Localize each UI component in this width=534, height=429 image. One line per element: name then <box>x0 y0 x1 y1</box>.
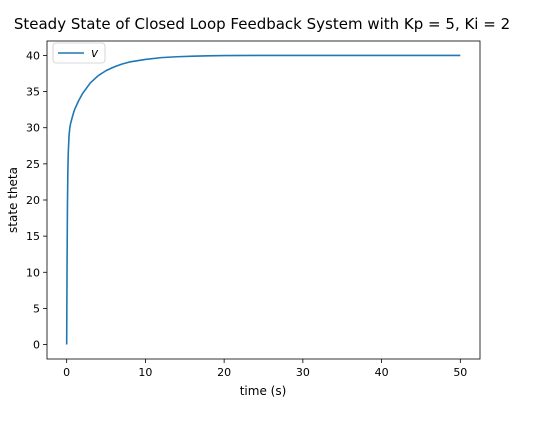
y-tick-label-35: 35 <box>26 86 40 99</box>
x-tick-label-30: 30 <box>296 366 310 379</box>
x-tick-label-20: 20 <box>217 366 231 379</box>
legend: v <box>52 42 106 64</box>
x-tick-label-40: 40 <box>375 366 389 379</box>
x-tick-label-0: 0 <box>63 366 70 379</box>
legend-label-v: v <box>91 46 99 60</box>
y-tick-label-30: 30 <box>26 122 40 135</box>
x-tick-label-50: 50 <box>453 366 467 379</box>
y-axis-label: state theta <box>6 167 20 233</box>
x-axis-label: time (s) <box>240 384 287 398</box>
y-axis-ticks: 0 5 10 15 20 25 30 35 40 <box>26 49 47 352</box>
x-tick-label-10: 10 <box>138 366 152 379</box>
y-tick-label-15: 15 <box>26 230 40 243</box>
series-line-v <box>65 54 461 345</box>
y-tick-label-40: 40 <box>26 49 40 62</box>
y-tick-label-0: 0 <box>33 339 40 352</box>
y-tick-label-10: 10 <box>26 266 40 279</box>
y-tick-label-20: 20 <box>26 194 40 207</box>
x-axis-ticks: 0 10 20 30 40 50 <box>63 359 467 379</box>
y-tick-label-25: 25 <box>26 158 40 171</box>
series-layer <box>65 54 461 345</box>
y-tick-label-5: 5 <box>33 302 40 315</box>
chart-title: Steady State of Closed Loop Feedback Sys… <box>14 15 510 33</box>
